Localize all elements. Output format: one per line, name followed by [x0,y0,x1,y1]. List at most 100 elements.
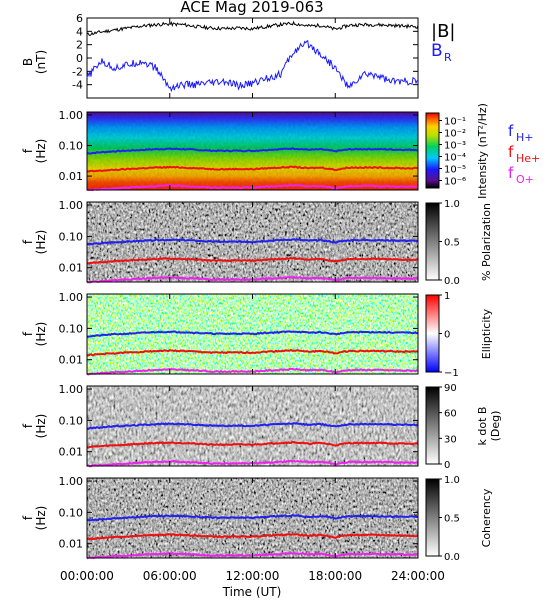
polarization-ylabel-top: f [21,239,35,244]
x-tick-label: 18:00:00 [308,569,362,583]
x-tick-label: 06:00:00 [143,569,197,583]
cyclotron-line-f_He [86,533,419,541]
kdotb-y-tick-label: 1.00 [59,383,84,396]
coherency-ylabel-bottom: (Hz) [34,506,48,531]
spectrogram-panels: 1.000.100.01f (Hz)10⁻¹10⁻²10⁻³10⁻⁴10⁻⁵10⁻… [21,103,502,563]
kdotb-colorbar-tick-label: 60 [444,409,457,420]
legend-b-total: |B| [431,21,455,42]
intensity-colorbar-tick-label: 10⁻³ [444,141,466,152]
chart-title: ACE Mag 2019-063 [180,0,323,16]
field-y-tick-label: 4 [76,25,83,38]
cyclotron-line-f_He [86,165,419,173]
ellipticity-y-tick-label: 0.01 [59,354,84,367]
coherency-colorbar-tick-label: 0.0 [444,552,460,563]
coherency-colorbar-tick-label: 1.0 [444,475,460,486]
cyclotron-line-f_H [86,330,419,338]
intensity-panel: 1.00 0.10 0.01 f (Hz) 10⁻¹10⁻²10⁻³10⁻⁴10⁻⁵10⁻… [21,103,489,199]
polarization-panel: 1.00 0.10 0.01 f (Hz) 1.0 0.5 0.0 % Polarization [21,199,493,287]
ellipticity-y-tick-label: 0.10 [59,322,84,335]
intensity-colorbar-tick-label: 10⁻¹ [444,117,466,128]
legend-fo: f [508,164,514,182]
field-ylabel-bottom: (nT) [34,50,48,74]
polarization-ylabel-bottom: (Hz) [34,230,48,255]
x-tick-label: 00:00:00 [60,569,114,583]
intensity-colorbar-tick-label: 10⁻⁶ [444,177,466,188]
legend-b-r-subscript: R [444,51,452,64]
field-panel-frame [86,17,419,99]
coherency-y-tick-label: 1.00 [59,475,84,488]
cyclotron-line-f_He [86,256,418,265]
polarization-y-tick-label: 0.10 [59,230,84,243]
polarization-colorbar-tick-label: 1.0 [444,199,460,210]
ellipticity-colorbar [425,294,440,373]
field-y-tick-label: 0 [76,52,83,65]
ellipticity-ylabel-bottom: (Hz) [34,322,48,347]
polarization-y-tick-label: 1.00 [59,199,84,212]
ellipticity-colorbar-tick-label: 1 [444,291,450,302]
cyclotron-legend: f H+ f He+ f O+ [508,122,540,186]
intensity-colorbar-tick-label: 10⁻⁴ [444,153,466,164]
intensity-colorbar [425,112,440,189]
kdotb-ylabel-bottom: (Hz) [34,414,48,439]
ellipticity-panel: 1.00 0.10 0.01 f (Hz) 1 0 −1 Ellipticity [21,291,493,379]
kdotb-panel: 1.00 0.10 0.01 f (Hz) 90 60 30 0 k dot B (Deg) [21,383,502,471]
x-tick-label: 24:00:00 [391,569,445,583]
x-axis-ticks: 00:00:00 06:00:00 12:00:00 18:00:00 24:00:00 [60,18,445,583]
ellipticity-y-tick-label: 1.00 [59,291,84,304]
kdotb-colorbar-tick-label: 90 [444,383,457,394]
cyclotron-line-f_He [87,348,419,357]
coherency-y-tick-label: 0.10 [59,506,84,519]
legend-fhe: f [508,143,514,161]
coherency-colorbar-tick-label: 0.5 [444,514,460,525]
intensity-colorbar-tick-label: 10⁻² [444,129,466,140]
intensity-ylabel-bottom: (Hz) [34,139,48,164]
cyclotron-line-f_He [86,441,419,449]
x-tick-label: 12:00:00 [226,569,280,583]
intensity-y-tick-label: 0.01 [59,170,84,183]
legend-b-r: B [431,41,443,61]
polarization-y-tick-label: 0.01 [59,262,84,275]
cyclotron-line-f_H [86,238,419,246]
coherency-y-tick-label: 0.01 [59,538,84,551]
field-series-line [86,20,419,36]
kdotb-colorbar-tick-label: 0 [444,460,450,471]
ellipticity-colorbar-tick-label: −1 [444,368,459,379]
coherency-panel: 1.00 0.10 0.01 f (Hz) 1.0 0.5 0.0 Coherency [21,475,493,563]
polarization-colorbar-tick-label: 0.5 [444,238,460,249]
legend-fhe-subscript: He+ [516,152,540,165]
intensity-y-tick-label: 1.00 [59,109,84,122]
coherency-colorbar-label: Coherency [480,488,493,547]
kdotb-colorbar-label: k dot B [476,407,489,446]
kdotb-y-tick-label: 0.10 [59,414,84,427]
field-ylabel-top: B [21,58,35,66]
legend-fh: f [508,122,514,140]
kdotb-y-tick-label: 0.01 [59,446,84,459]
intensity-ylabel-top: f [21,148,35,153]
coherency-ylabel-top: f [21,515,35,520]
kdotb-colorbar-tick-label: 30 [444,434,457,445]
ellipticity-colorbar-tick-label: 0 [444,330,450,341]
polarization-colorbar-tick-label: 0.0 [444,276,460,287]
kdotb-colorbar-label-unit: (Deg) [489,411,502,442]
field-series-line [86,39,419,93]
intensity-colorbar-tick-label: 10⁻⁵ [444,165,466,176]
ellipticity-ylabel-top: f [21,331,35,336]
cyclotron-line-f_H [86,422,419,430]
intensity-colorbar-label: Intensity (nT²/Hz) [476,103,489,199]
polarization-colorbar [425,202,440,281]
legend-fo-subscript: O+ [516,173,534,186]
intensity-y-tick-label: 0.10 [59,140,84,153]
field-y-tick-label: -2 [72,65,83,78]
polarization-colorbar-label: % Polarization [480,203,493,281]
cyclotron-line-f_H [86,514,419,522]
coherency-colorbar [425,478,440,557]
x-axis-label: Time (UT) [222,585,282,599]
kdotb-ylabel-top: f [21,423,35,428]
field-y-tick-label: -4 [72,79,83,92]
legend-fh-subscript: H+ [516,131,534,144]
field-series [86,20,419,93]
field-y-tick-label: 2 [76,39,83,52]
